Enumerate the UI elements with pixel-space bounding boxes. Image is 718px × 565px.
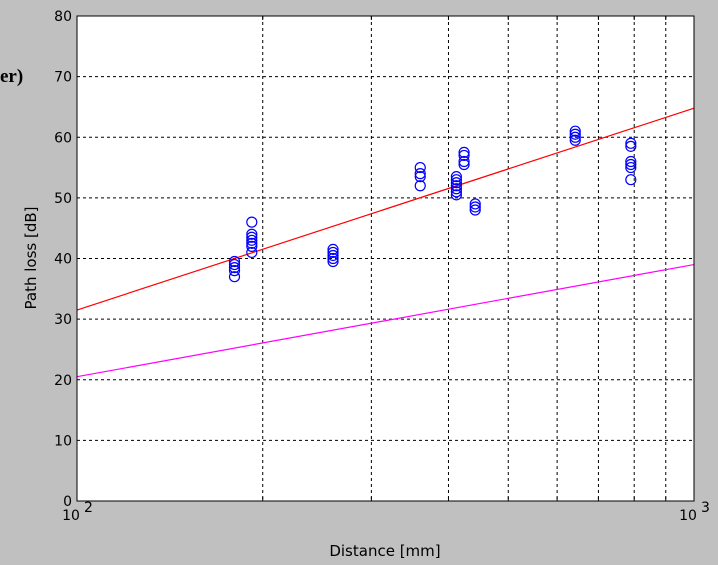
x-tick-labels: 10 2 10 3 (62, 500, 710, 524)
data-point (246, 231, 258, 243)
data-point (450, 171, 462, 183)
y-tick-label: 20 (54, 373, 72, 389)
data-point (625, 174, 637, 186)
data-point (327, 246, 339, 259)
data-point (569, 134, 581, 146)
data-point (458, 149, 470, 162)
data-point (625, 161, 637, 174)
data-point (450, 180, 462, 192)
y-tick-label: 60 (54, 130, 72, 146)
grid (77, 16, 694, 501)
x-tick-exponent: 2 (84, 500, 93, 516)
minor-ticks (262, 16, 667, 501)
data-point (450, 174, 462, 186)
data-point (246, 228, 258, 240)
data-point (327, 243, 339, 256)
y-tick-label: 80 (54, 9, 72, 25)
x-tick-exponent: 3 (701, 500, 710, 516)
plot-frame (76, 15, 695, 502)
data-point (450, 183, 462, 195)
data-point (450, 189, 462, 201)
data-point (228, 261, 241, 274)
y-tick-label: 50 (54, 191, 72, 207)
data-point (228, 271, 241, 283)
data-point (246, 237, 258, 249)
fit-line (76, 107, 695, 311)
y-tick-label: 40 (54, 252, 72, 268)
data-point (450, 186, 462, 198)
data-point (228, 258, 241, 271)
data-point (414, 168, 426, 180)
fit-line (76, 263, 695, 378)
data-point (469, 201, 481, 213)
y-tick-label: 70 (54, 70, 72, 86)
data-point (569, 125, 581, 137)
x-tick-label: 10 (62, 508, 80, 524)
data-point (469, 204, 481, 216)
data-point (625, 155, 637, 168)
data-point (625, 137, 637, 149)
data-point (569, 128, 581, 140)
data-point (246, 246, 258, 259)
y-tick-label: 10 (54, 433, 72, 449)
data-point (414, 171, 426, 183)
y-tick-label: 30 (54, 312, 72, 328)
data-point (228, 265, 241, 277)
data-point (246, 234, 258, 246)
data-point (469, 198, 481, 210)
data-point (228, 255, 241, 268)
data-point (246, 240, 258, 252)
data-point (569, 131, 581, 143)
y-axis-label: Path loss [dB] (22, 207, 40, 310)
data-point (246, 216, 258, 228)
data-point (458, 158, 470, 171)
data-point (414, 180, 426, 192)
data-point (327, 252, 339, 265)
data-point (414, 161, 426, 174)
y-tick-label: 0 (63, 494, 72, 510)
clipped-title-fragment: er) (0, 66, 23, 87)
data-point (458, 146, 470, 159)
data-point (625, 140, 637, 152)
y-tick-labels: 0 10 20 30 40 50 60 70 80 (54, 9, 72, 510)
data-point (450, 177, 462, 189)
data-point (327, 249, 339, 262)
x-axis-label: Distance [mm] (329, 542, 440, 560)
data-point (458, 155, 470, 168)
fit-lines (76, 107, 695, 378)
data-point (327, 255, 339, 268)
data-point (625, 158, 637, 171)
x-tick-label: 10 (679, 508, 697, 524)
measurement-points (228, 125, 637, 283)
